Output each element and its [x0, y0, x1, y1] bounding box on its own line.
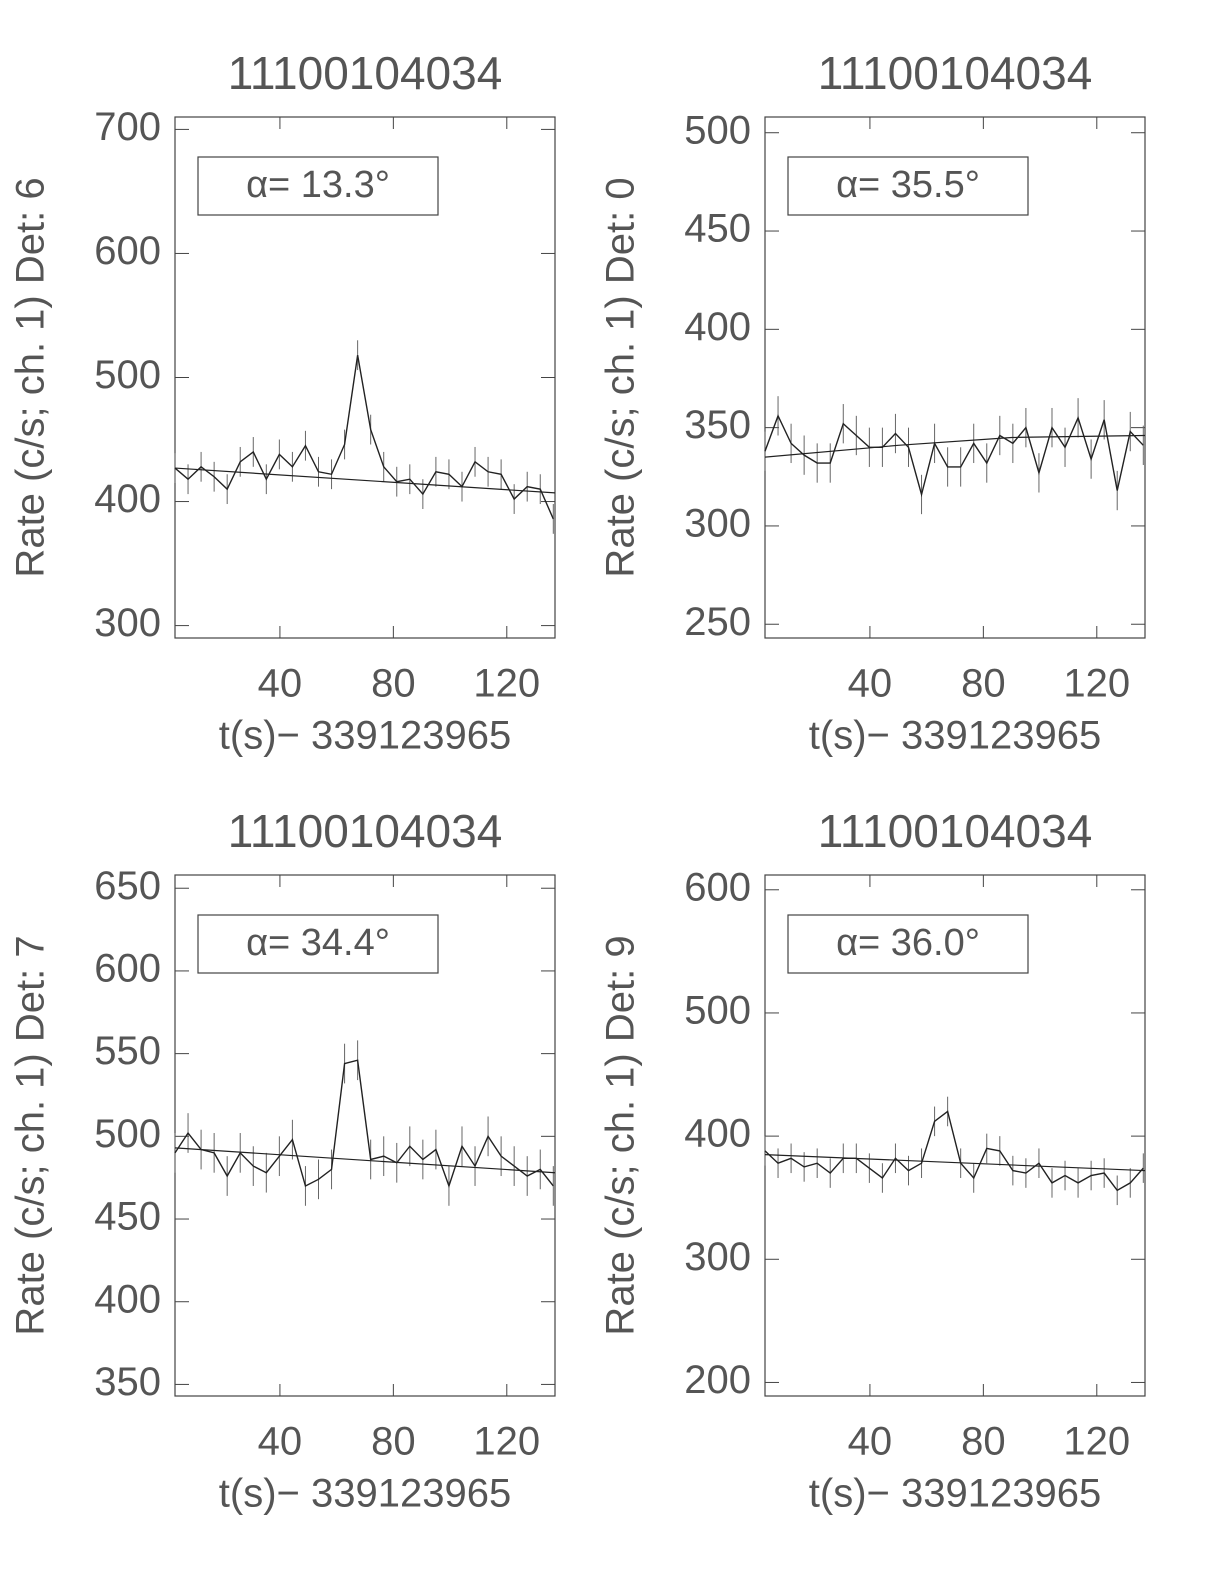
plot-frame: [764, 874, 1146, 1397]
chart-title: 11100104034: [818, 805, 1093, 857]
y-tick-label: 400: [684, 1112, 751, 1156]
y-tick-label: 500: [684, 989, 751, 1033]
y-tick-label: 300: [684, 1235, 751, 1279]
annotation: α= 13.3°: [246, 164, 390, 206]
x-tick-label: 120: [473, 662, 540, 706]
data-line: [174, 1059, 554, 1189]
chart-title: 11100104034: [228, 805, 503, 857]
annotation-box: [197, 914, 439, 974]
y-tick-label: 250: [684, 600, 751, 644]
y-tick-label: 200: [684, 1358, 751, 1402]
x-tick-label: 40: [848, 662, 893, 706]
data-line: [764, 1110, 1144, 1192]
data-line: [174, 355, 554, 520]
annotation-box: [197, 156, 439, 216]
x-tick-label: 40: [258, 1420, 303, 1464]
x-tick-label: 80: [961, 1420, 1006, 1464]
y-tick-label: 600: [94, 946, 161, 990]
y-tick-label: 300: [94, 601, 161, 645]
y-tick-label: 350: [94, 1360, 161, 1404]
data-line: [764, 414, 1144, 498]
annotation-box: [787, 156, 1029, 216]
y-tick-label: 550: [94, 1029, 161, 1073]
fit-line: [764, 1153, 1146, 1172]
chart-title: 11100104034: [228, 47, 503, 99]
x-tick-label: 40: [848, 1420, 893, 1464]
plot-frame: [764, 116, 1146, 639]
y-tick-label: 450: [684, 207, 751, 251]
x-tick-label: 80: [371, 1420, 416, 1464]
x-tick-label: 120: [473, 1420, 540, 1464]
x-axis-label: t(s)− 339123965: [809, 1472, 1101, 1516]
fit-line: [174, 467, 556, 494]
x-tick-label: 120: [1063, 1420, 1130, 1464]
y-axis-label: Rate (c/s; ch. 1) Det: 9: [599, 935, 643, 1335]
fit-line: [764, 434, 1146, 458]
x-axis-label: t(s)− 339123965: [809, 714, 1101, 758]
y-tick-label: 650: [94, 864, 161, 908]
y-tick-label: 450: [94, 1195, 161, 1239]
y-tick-label: 350: [684, 403, 751, 447]
x-tick-label: 40: [258, 662, 303, 706]
y-axis-label: Rate (c/s; ch. 1) Det: 0: [599, 177, 643, 577]
chart-title: 11100104034: [818, 47, 1093, 99]
x-axis-label: t(s)− 339123965: [219, 1472, 511, 1516]
x-tick-label: 80: [371, 662, 416, 706]
y-tick-label: 500: [94, 1112, 161, 1156]
y-tick-label: 600: [94, 229, 161, 273]
annotation: α= 35.5°: [836, 164, 980, 206]
y-tick-label: 500: [94, 353, 161, 397]
x-tick-label: 120: [1063, 662, 1130, 706]
x-tick-label: 80: [961, 662, 1006, 706]
annotation-box: [787, 914, 1029, 974]
y-tick-label: 300: [684, 501, 751, 545]
annotation: α= 36.0°: [836, 922, 980, 964]
y-tick-label: 500: [684, 108, 751, 152]
fit-line: [174, 1147, 556, 1174]
y-axis-label: Rate (c/s; ch. 1) Det: 6: [9, 177, 53, 577]
annotation: α= 34.4°: [246, 922, 390, 964]
x-axis-label: t(s)− 339123965: [219, 714, 511, 758]
y-tick-label: 400: [94, 477, 161, 521]
y-axis-label: Rate (c/s; ch. 1) Det: 7: [9, 935, 53, 1335]
y-tick-label: 400: [684, 305, 751, 349]
y-tick-label: 600: [684, 865, 751, 909]
y-tick-label: 700: [94, 105, 161, 149]
y-tick-label: 400: [94, 1277, 161, 1321]
